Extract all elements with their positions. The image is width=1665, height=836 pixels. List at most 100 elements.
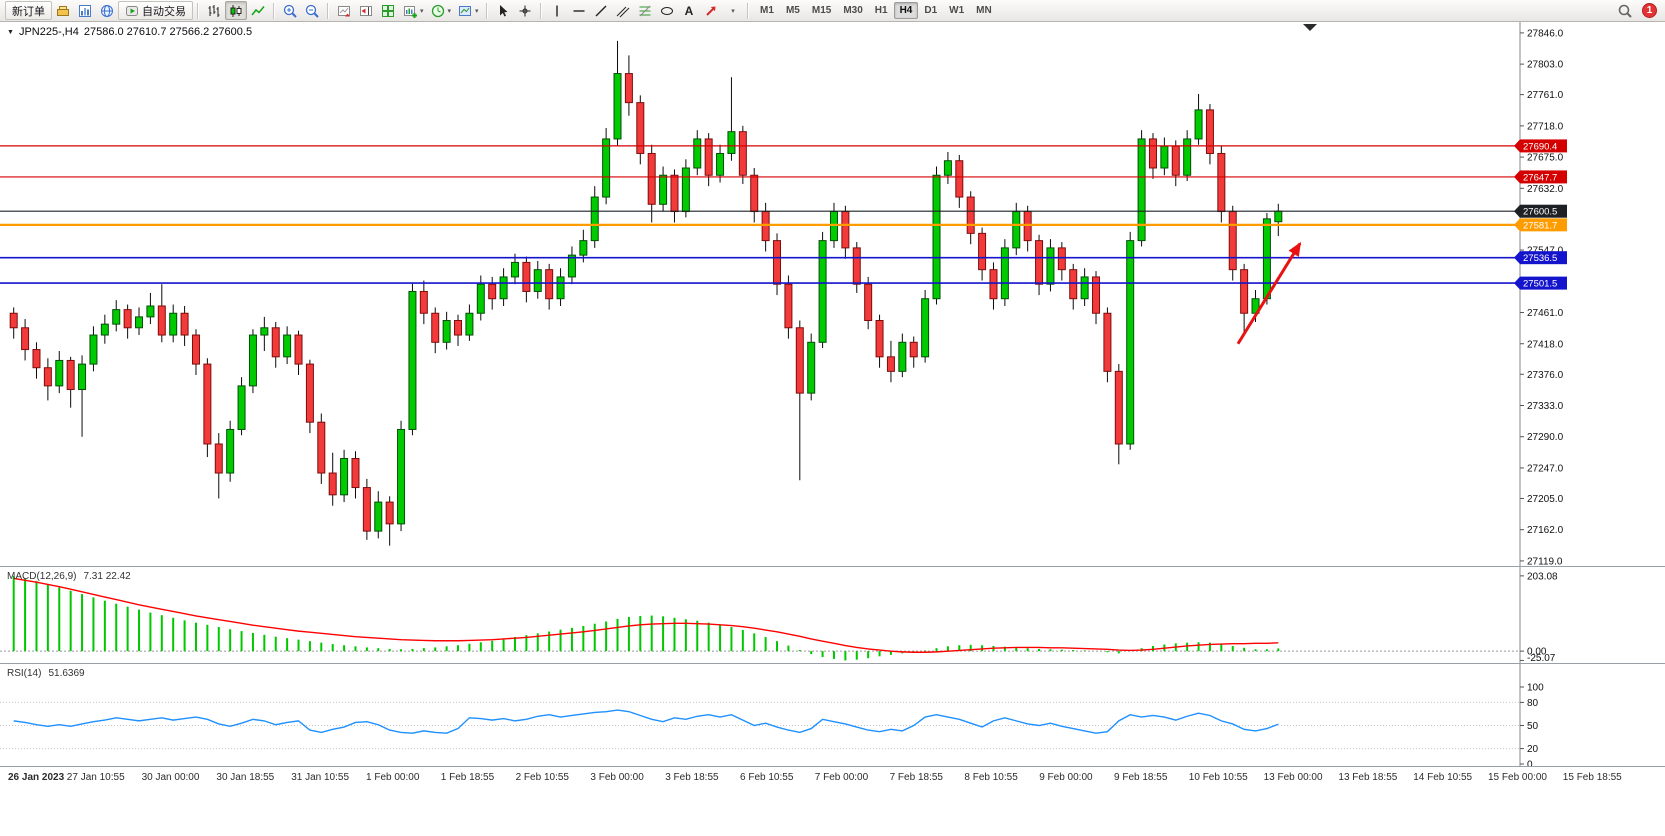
text-tool-icon[interactable]: A (678, 1, 700, 20)
auto-trading-icon (126, 5, 138, 16)
timeframe-button-m1[interactable]: M1 (760, 4, 774, 16)
time-axis-label: 26 Jan 2023 (8, 772, 65, 783)
price-tag-27536.5: 27536.5 (1514, 251, 1567, 265)
macd-tick-label: -25.07 (1527, 653, 1556, 663)
auto-scroll-icon[interactable] (333, 1, 355, 20)
tile-windows-icon[interactable] (377, 1, 399, 20)
rsi-panel: 100 80 50 20 0 RSI(14) 51.6369 (0, 663, 1665, 766)
time-axis[interactable]: 26 Jan 2023 27 Jan 10:55 30 Jan 00:00 30 Ja… (0, 766, 1665, 790)
macd-histogram (12, 575, 1280, 661)
timeframe-button-d1[interactable]: D1 (924, 4, 938, 16)
channel-icon[interactable] (612, 1, 634, 20)
zoom-out-icon[interactable] (301, 1, 323, 20)
horizontal-line-icon[interactable] (568, 1, 590, 20)
objects-dropdown-icon[interactable]: ▾ (731, 7, 735, 15)
trend-arrow-head (1288, 241, 1302, 257)
new-order-button[interactable]: 新订单 (5, 1, 52, 20)
timeframe-button-m30[interactable]: M30 (843, 4, 863, 16)
vertical-line-icon[interactable] (546, 1, 568, 20)
timeframe-button-h1[interactable]: H1 (874, 4, 888, 16)
ohlc-readout: 27586.0 27610.7 27566.2 27600.5 (83, 26, 253, 38)
time-axis-label: 31 Jan 10:55 (291, 772, 350, 783)
toolbar-right: 1 (1614, 1, 1660, 20)
line-chart-icon[interactable] (247, 1, 269, 20)
notification-badge[interactable]: 1 (1642, 3, 1657, 18)
price-tag-27581.7: 27581.7 (1514, 218, 1567, 232)
price-tick-label: 27205.0 (1527, 494, 1564, 505)
market-icon[interactable] (52, 1, 74, 20)
timeframe-button-mn[interactable]: MN (976, 4, 992, 16)
search-icon[interactable] (1614, 1, 1636, 20)
auto-trading-label: 自动交易 (142, 5, 186, 18)
macd-label: MACD(12,26,9) 7.31 22.42 (7, 571, 131, 582)
time-axis-label: 1 Feb 18:55 (440, 772, 495, 783)
price-tick-label: 27846.0 (1527, 28, 1564, 39)
toolbar-separator (197, 2, 199, 19)
rsi-tick-label: 50 (1527, 721, 1539, 732)
price-tick-label: 27376.0 (1527, 370, 1564, 381)
price-tick-label: 27718.0 (1527, 121, 1564, 132)
price-tick-label: 27632.0 (1527, 184, 1564, 195)
time-axis-label: 13 Feb 00:00 (1263, 772, 1323, 783)
news-globe-icon[interactable] (96, 1, 118, 20)
toolbar: 新订单 自动交易 ▾ ▾ ▾ A ▾ M1 M5 M15 M30 H1 H4 D1 W1 MN (0, 0, 1665, 22)
trend-arrow[interactable] (1236, 242, 1302, 345)
new-chart-button[interactable]: ▾ (399, 1, 427, 20)
fibonacci-icon[interactable] (634, 1, 656, 20)
timeframe-button-h4[interactable]: H4 (894, 2, 918, 19)
auto-trading-button[interactable]: 自动交易 (118, 1, 193, 20)
chart-shift-icon[interactable] (355, 1, 377, 20)
templates-icon (459, 5, 472, 16)
svg-text:A: A (684, 4, 693, 18)
price-chart[interactable]: 27846.0 27803.0 27761.0 27718.0 27675.0 27632… (0, 22, 1665, 566)
candlestick-chart-icon[interactable] (225, 1, 247, 20)
charts-window-icon[interactable] (74, 1, 96, 20)
toolbar-separator (746, 2, 749, 19)
price-tag-27501.5: 27501.5 (1514, 276, 1567, 290)
rsi-tick-label: 0 (1527, 760, 1533, 767)
bar-chart-icon[interactable] (203, 1, 225, 20)
rsi-label: RSI(14) 51.6369 (7, 668, 85, 679)
time-axis-label: 15 Feb 00:00 (1488, 772, 1547, 783)
toolbar-separator (273, 2, 275, 19)
rsi-name: RSI(14) (7, 668, 42, 679)
svg-text:27581.7: 27581.7 (1523, 220, 1557, 231)
time-axis-label: 13 Feb 18:55 (1338, 772, 1398, 783)
price-tick-label: 27333.0 (1527, 401, 1564, 412)
chart-shift-marker[interactable] (1303, 24, 1317, 31)
main-chart-panel: 27846.0 27803.0 27761.0 27718.0 27675.0 27632… (0, 22, 1665, 566)
crosshair-icon[interactable] (514, 1, 536, 20)
chevron-down-icon: ▾ (447, 7, 452, 15)
time-axis-label: 7 Feb 00:00 (814, 772, 869, 783)
new-order-label: 新订单 (12, 5, 45, 18)
timeframe-group: M1 M5 M15 M30 H1 H4 D1 W1 MN (755, 2, 998, 19)
toolbar-separator (327, 2, 329, 19)
candlesticks (9, 40, 1283, 546)
chevron-down-icon: ▾ (475, 7, 479, 15)
rsi-value: 51.6369 (48, 668, 85, 679)
time-axis-label: 7 Feb 18:55 (889, 772, 943, 783)
macd-signal-line (13, 577, 1279, 653)
timeframe-button-m5[interactable]: M5 (785, 4, 800, 16)
price-tick-label: 27247.0 (1527, 463, 1564, 474)
svg-text:27501.5: 27501.5 (1523, 279, 1557, 290)
time-axis-label: 9 Feb 18:55 (1114, 772, 1168, 783)
time-axis-label: 27 Jan 10:55 (66, 772, 125, 783)
timeframe-button-w1[interactable]: W1 (949, 4, 965, 16)
templates-button[interactable]: ▾ (454, 1, 482, 20)
periods-button[interactable]: ▾ (427, 1, 455, 20)
macd-chart[interactable]: 203.08 0.00-25.07 (0, 567, 1665, 663)
zoom-in-icon[interactable] (279, 1, 301, 20)
expand-triangle-icon[interactable]: ▼ (7, 28, 14, 36)
timeframe-button-m15[interactable]: M15 (811, 4, 832, 16)
cursor-icon[interactable] (492, 1, 514, 20)
toolbar-separator (485, 2, 488, 19)
rsi-tick-label: 80 (1527, 698, 1539, 709)
ellipse-icon[interactable] (656, 1, 678, 20)
arrows-tool-icon[interactable] (700, 1, 722, 20)
rsi-chart[interactable]: 100 80 50 20 0 (0, 664, 1665, 766)
time-axis-label: 8 Feb 10:55 (964, 772, 1018, 783)
price-tick-label: 27547.0 (1527, 246, 1564, 257)
price-tag-27690.4: 27690.4 (1514, 139, 1567, 153)
trendline-icon[interactable] (590, 1, 612, 20)
